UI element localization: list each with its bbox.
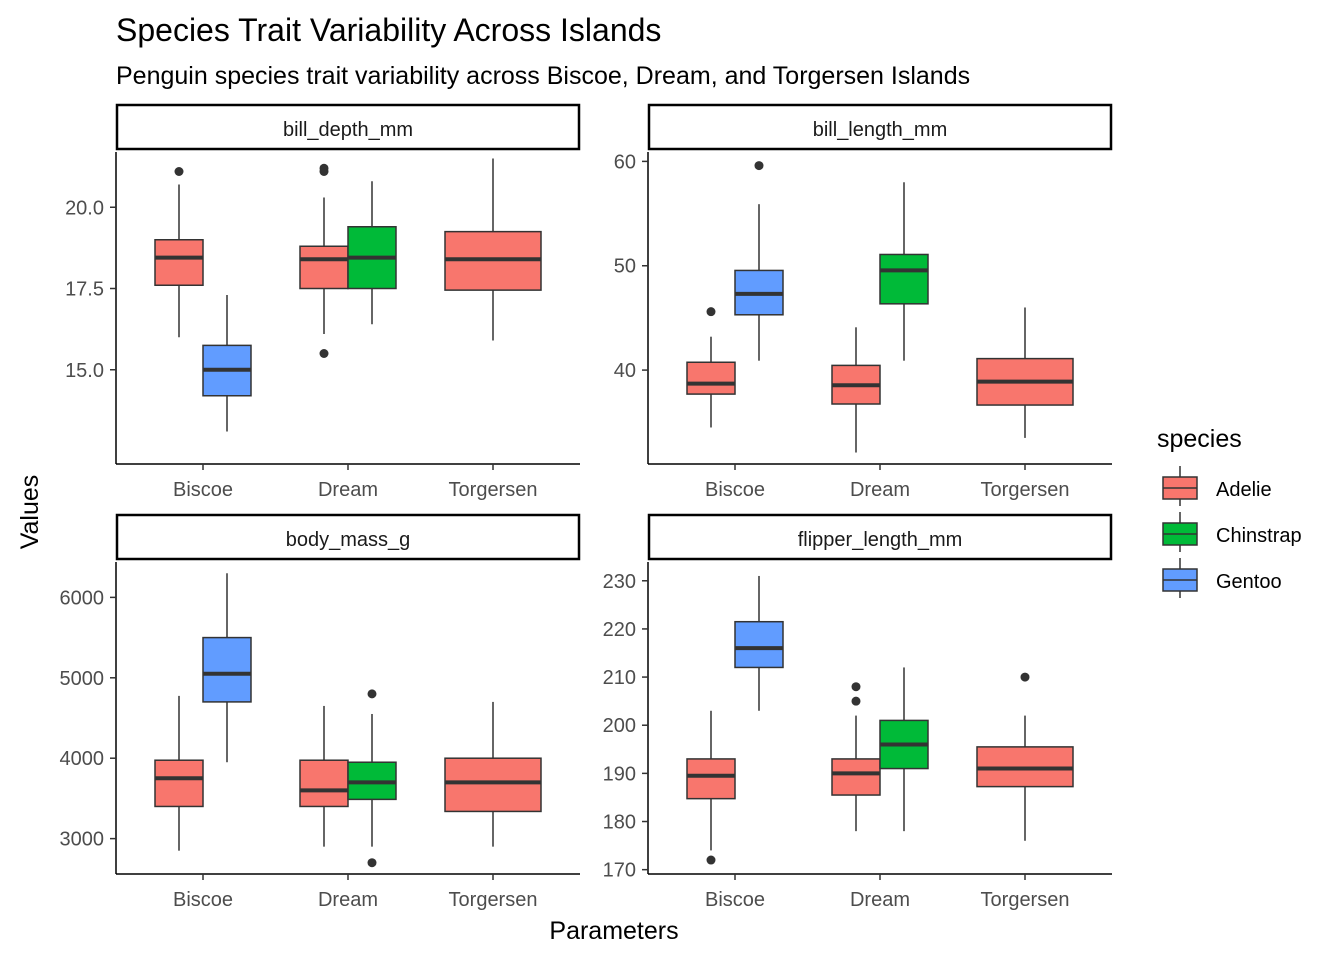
outlier-point: [319, 163, 329, 173]
box-body: [879, 253, 929, 305]
facet-strip-label: flipper_length_mm: [798, 529, 963, 551]
y-tick-label: 210: [603, 667, 636, 689]
y-axis-title: Values: [16, 475, 44, 550]
legend-label: Adelie: [1216, 479, 1272, 501]
x-tick-label: Biscoe: [173, 889, 233, 911]
panel-bill-depth-mm: bill_depth_mm 15.0 17.5 20.0 Biscoe Dream Torg…: [65, 103, 581, 501]
x-tick-label: Dream: [850, 479, 910, 501]
outlier-point: [367, 858, 377, 868]
x-tick-label: Biscoe: [705, 479, 765, 501]
y-tick-label: 5000: [60, 668, 105, 690]
y-tick-label: 17.5: [65, 279, 104, 301]
legend-label: Gentoo: [1216, 571, 1282, 593]
outlier-point: [319, 349, 329, 358]
outlier-point: [174, 167, 184, 176]
legend: species Adelie Chinstrap Gentoo: [1157, 425, 1302, 598]
box-torgersen-adelie: [444, 701, 542, 847]
panel-bill-length-mm: bill_length_mm 40 50 60 Biscoe Dream Torgersen: [614, 103, 1113, 501]
box-biscoe-gentoo: [734, 575, 784, 711]
box-biscoe-gentoo: [202, 573, 252, 763]
x-tick-label: Torgersen: [981, 889, 1070, 911]
box-dream-chinstrap: [347, 181, 397, 325]
outlier-point: [851, 696, 861, 706]
y-tick-label: 15.0: [65, 360, 104, 382]
y-tick-label: 200: [603, 715, 636, 737]
box-torgersen-adelie: [976, 672, 1074, 841]
box-dream-adelie: [831, 327, 881, 453]
box-body: [202, 636, 252, 703]
x-tick-label: Dream: [318, 889, 378, 911]
facet-strip-label: body_mass_g: [286, 529, 411, 551]
outlier-point: [851, 682, 861, 692]
x-tick-label: Biscoe: [705, 889, 765, 911]
x-axis-title: Parameters: [549, 917, 678, 945]
box-dream-adelie: [831, 682, 881, 832]
chart-title: Species Trait Variability Across Islands: [116, 12, 661, 48]
y-tick-label: 20.0: [65, 197, 104, 219]
facet-strip-label: bill_depth_mm: [283, 119, 413, 141]
box-body: [734, 620, 784, 669]
y-tick-label: 180: [603, 812, 636, 834]
outlier-point: [706, 307, 716, 317]
x-tick-label: Dream: [850, 889, 910, 911]
outlier-point: [367, 689, 377, 699]
y-tick-label: 230: [603, 571, 636, 593]
box-biscoe-adelie: [154, 167, 204, 338]
legend-key-adelie: Adelie: [1162, 466, 1272, 506]
box-dream-adelie: [299, 705, 349, 847]
x-tick-label: Biscoe: [173, 479, 233, 501]
box-torgersen-adelie: [444, 158, 542, 341]
facet-strip: [115, 103, 581, 151]
panel-body-mass-g: body_mass_g 3000 4000 5000 6000 Biscoe Dream To…: [60, 513, 581, 911]
y-tick-label: 170: [603, 860, 636, 882]
box-biscoe-gentoo: [202, 295, 252, 432]
legend-key-gentoo: Gentoo: [1162, 558, 1282, 598]
box-body: [686, 758, 736, 800]
box-biscoe-adelie: [154, 695, 204, 851]
x-tick-label: Dream: [318, 479, 378, 501]
x-tick-label: Torgersen: [449, 479, 538, 501]
box-torgersen-adelie: [976, 307, 1074, 438]
x-tick-label: Torgersen: [981, 479, 1070, 501]
box-dream-adelie: [299, 163, 349, 358]
legend-title: species: [1157, 425, 1242, 453]
box-dream-chinstrap: [879, 182, 929, 361]
chart-subtitle: Penguin species trait variability across…: [116, 62, 970, 90]
box-biscoe-adelie: [686, 710, 736, 865]
panel-flipper-length-mm: flipper_length_mm 170 180 190 200 210 220 230 Bi…: [603, 513, 1113, 911]
box-body: [154, 239, 204, 286]
facet-panels: bill_depth_mm 15.0 17.5 20.0 Biscoe Dream Torg…: [60, 103, 1113, 911]
outlier-point: [706, 855, 716, 865]
box-body: [154, 759, 204, 808]
box-biscoe-adelie: [686, 307, 736, 428]
legend-label: Chinstrap: [1216, 525, 1302, 547]
y-tick-label: 60: [614, 151, 636, 173]
box-body: [444, 757, 542, 813]
y-tick-label: 4000: [60, 748, 105, 770]
box-dream-chinstrap: [347, 689, 397, 868]
box-body: [686, 361, 736, 395]
box-biscoe-gentoo: [734, 161, 784, 361]
box-dream-chinstrap: [879, 667, 929, 832]
box-body: [299, 759, 349, 808]
x-tick-label: Torgersen: [449, 889, 538, 911]
y-tick-label: 50: [614, 256, 636, 278]
facet-strip-label: bill_length_mm: [813, 119, 948, 141]
facet-strip: [647, 103, 1113, 151]
outlier-point: [754, 161, 764, 171]
box-body: [299, 245, 349, 290]
y-tick-label: 3000: [60, 829, 105, 851]
outlier-point: [1020, 672, 1030, 682]
legend-key-chinstrap: Chinstrap: [1162, 512, 1302, 552]
y-tick-label: 40: [614, 360, 636, 382]
facet-strip: [647, 513, 1113, 561]
box-body: [831, 758, 881, 796]
y-tick-label: 6000: [60, 587, 105, 609]
facet-strip: [115, 513, 581, 561]
y-tick-label: 190: [603, 763, 636, 785]
y-tick-label: 220: [603, 619, 636, 641]
